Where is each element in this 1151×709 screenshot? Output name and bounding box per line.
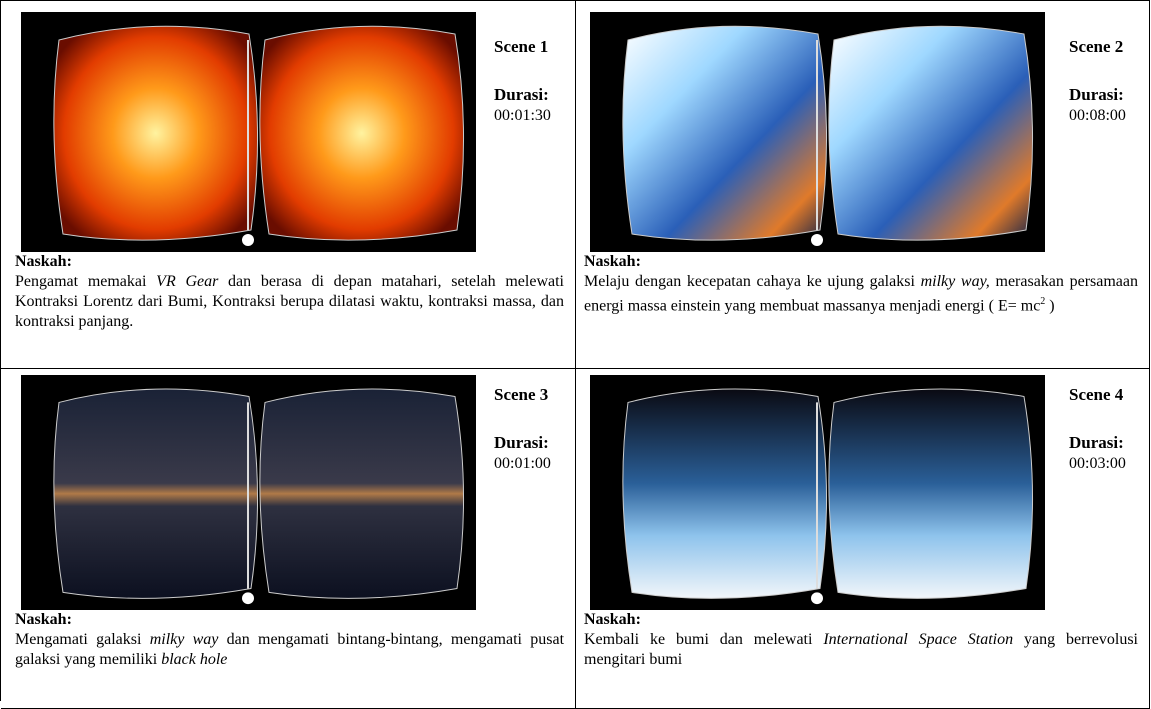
vr-lens bbox=[829, 26, 1033, 240]
vr-lens bbox=[623, 26, 827, 240]
settings-icon bbox=[242, 592, 254, 604]
script-text: Pengamat memakai VR Gear dan berasa di d… bbox=[15, 272, 564, 332]
duration-value: 00:01:30 bbox=[494, 107, 551, 125]
vr-lens bbox=[54, 26, 258, 240]
vr-lens bbox=[54, 389, 258, 598]
script-segment: Melaju dengan kecepatan cahaya ke ujung … bbox=[584, 273, 921, 290]
script-segment: Kembali ke bumi dan melewati bbox=[584, 631, 823, 648]
script-text: Melaju dengan kecepatan cahaya ke ujung … bbox=[584, 272, 1138, 316]
vr-lens bbox=[260, 26, 464, 240]
script-segment: black hole bbox=[161, 651, 227, 668]
scene-label: Scene 3 bbox=[494, 385, 548, 405]
script-segment: International Space Station bbox=[823, 631, 1013, 648]
settings-icon bbox=[242, 234, 254, 246]
script-label: Naskah: bbox=[584, 611, 641, 629]
script-segment: VR Gear bbox=[156, 273, 218, 290]
duration-value: 00:01:00 bbox=[494, 455, 551, 473]
vr-lens bbox=[829, 389, 1033, 598]
script-text: Mengamati galaksi milky way dan mengamat… bbox=[15, 630, 564, 670]
script-text: Kembali ke bumi dan melewati Internation… bbox=[584, 630, 1138, 670]
duration-label: Durasi: bbox=[1069, 85, 1124, 105]
scene-label: Scene 2 bbox=[1069, 37, 1123, 57]
duration-label: Durasi: bbox=[1069, 433, 1124, 453]
script-segment: milky way bbox=[150, 631, 219, 648]
settings-icon bbox=[811, 592, 823, 604]
storyboard-table: Scene 1Durasi:00:01:30Naskah:Pengamat me… bbox=[0, 0, 1150, 701]
scene-label: Scene 1 bbox=[494, 37, 548, 57]
settings-icon bbox=[811, 234, 823, 246]
script-label: Naskah: bbox=[584, 253, 641, 271]
duration-label: Durasi: bbox=[494, 433, 549, 453]
vr-preview-image bbox=[21, 12, 476, 252]
vr-preview-image bbox=[590, 12, 1045, 252]
script-segment: ) bbox=[1045, 297, 1054, 314]
vr-preview-image bbox=[21, 375, 476, 610]
vr-preview-image bbox=[590, 375, 1045, 610]
duration-value: 00:03:00 bbox=[1069, 455, 1126, 473]
script-segment: Mengamati galaksi bbox=[15, 631, 150, 648]
duration-label: Durasi: bbox=[494, 85, 549, 105]
scene-label: Scene 4 bbox=[1069, 385, 1123, 405]
duration-value: 00:08:00 bbox=[1069, 107, 1126, 125]
scene-cell: Scene 2 Durasi: 00:08:00 Naskah: Melaju deng… bbox=[576, 1, 1150, 369]
script-label: Naskah: bbox=[15, 253, 72, 271]
script-label: Naskah: bbox=[15, 611, 72, 629]
vr-lens bbox=[623, 389, 827, 598]
vr-lens bbox=[260, 389, 464, 598]
script-segment: milky way, bbox=[921, 273, 990, 290]
script-segment: Pengamat memakai bbox=[15, 273, 156, 290]
